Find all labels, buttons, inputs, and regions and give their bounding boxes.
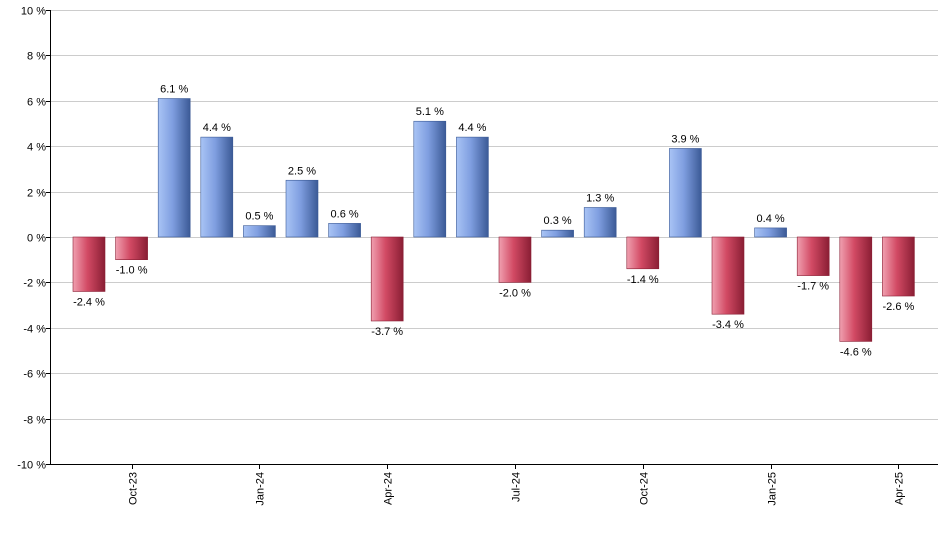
data-label-19: -2.6 % xyxy=(883,301,915,313)
data-label-11: 0.3 % xyxy=(544,215,572,227)
x-tick-label: Oct-23 xyxy=(128,472,140,505)
bar-2 xyxy=(157,98,191,238)
data-label-13: -1.4 % xyxy=(627,274,659,286)
bar-12 xyxy=(583,207,617,238)
bar-15 xyxy=(711,236,745,315)
data-label-4: 0.5 % xyxy=(245,211,273,223)
y-tick-label: 2 % xyxy=(27,188,46,200)
y-tick-label: -8 % xyxy=(23,415,46,427)
x-tick-label: Jan-25 xyxy=(767,472,779,506)
bar-4 xyxy=(243,225,276,238)
data-label-5: 2.5 % xyxy=(288,165,316,177)
x-tick-label: Jul-24 xyxy=(511,472,523,502)
data-label-7: -3.7 % xyxy=(371,326,403,338)
x-tick-label: Oct-24 xyxy=(639,472,651,505)
bars xyxy=(72,98,915,342)
data-label-3: 4.4 % xyxy=(203,122,231,134)
y-tick-label: 4 % xyxy=(27,142,46,154)
y-tick-label: -10 % xyxy=(17,460,46,472)
data-label-16: 0.4 % xyxy=(757,213,785,225)
bar-11 xyxy=(541,229,574,238)
bar-0 xyxy=(72,236,106,292)
data-label-1: -1.0 % xyxy=(116,265,148,277)
bar-7 xyxy=(370,236,404,322)
data-label-10: -2.0 % xyxy=(499,287,531,299)
bar-17 xyxy=(796,236,830,276)
bar-3 xyxy=(200,136,234,238)
bar-18 xyxy=(839,236,873,342)
bar-19 xyxy=(882,236,915,297)
bar-10 xyxy=(498,236,532,283)
data-label-9: 4.4 % xyxy=(458,122,486,134)
data-label-6: 0.6 % xyxy=(331,208,359,220)
x-tick-label: Jan-24 xyxy=(255,472,267,506)
data-label-8: 5.1 % xyxy=(416,106,444,118)
data-label-18: -4.6 % xyxy=(840,346,872,358)
bar-13 xyxy=(626,236,660,270)
y-tick-label: 8 % xyxy=(27,51,46,63)
y-tick-label: 10 % xyxy=(21,6,46,18)
axes xyxy=(46,10,938,469)
bar-9 xyxy=(456,136,489,238)
bar-1 xyxy=(115,236,148,261)
data-label-2: 6.1 % xyxy=(160,84,188,96)
y-tick-label: 6 % xyxy=(27,97,46,109)
labels: 10 % 8 % 6 % 4 % 2 % 0 % -2 % -4 % -6 % -8 % -10 %… xyxy=(17,6,914,506)
y-tick-label: 0 % xyxy=(27,233,46,245)
data-label-15: -3.4 % xyxy=(712,319,744,331)
bar-6 xyxy=(328,223,361,238)
data-label-12: 1.3 % xyxy=(586,192,614,204)
data-label-17: -1.7 % xyxy=(797,281,829,293)
data-label-0: -2.4 % xyxy=(73,296,105,308)
x-tick-label: Apr-24 xyxy=(383,472,395,505)
y-tick-label: -4 % xyxy=(23,324,46,336)
y-tick-label: -6 % xyxy=(23,369,46,381)
bar-8 xyxy=(413,120,447,238)
bar-14 xyxy=(669,148,702,238)
y-tick-label: -2 % xyxy=(23,278,46,290)
bar-5 xyxy=(285,179,319,238)
bar-16 xyxy=(754,227,787,238)
data-label-14: 3.9 % xyxy=(671,133,699,145)
x-tick-label: Apr-25 xyxy=(894,472,906,505)
